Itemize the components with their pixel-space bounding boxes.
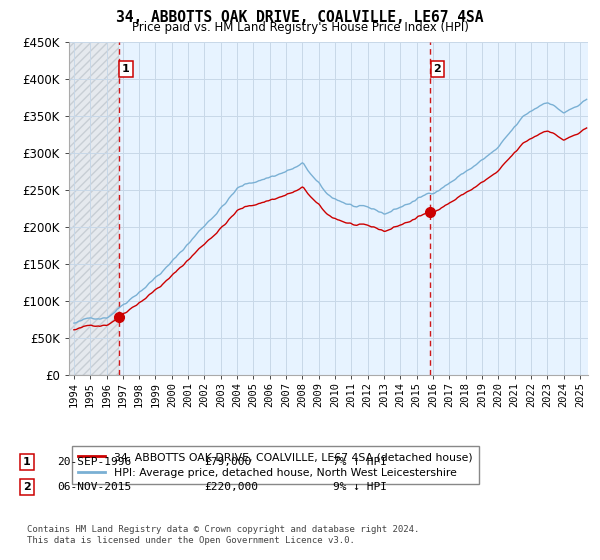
Text: 1: 1 bbox=[122, 64, 130, 74]
Text: £220,000: £220,000 bbox=[204, 482, 258, 492]
Text: 06-NOV-2015: 06-NOV-2015 bbox=[57, 482, 131, 492]
Bar bbox=[119, 42, 430, 375]
Text: 1: 1 bbox=[23, 457, 31, 467]
Text: 2: 2 bbox=[23, 482, 31, 492]
Legend: 34, ABBOTTS OAK DRIVE, COALVILLE, LE67 4SA (detached house), HPI: Average price,: 34, ABBOTTS OAK DRIVE, COALVILLE, LE67 4… bbox=[72, 446, 479, 484]
Text: £79,000: £79,000 bbox=[204, 457, 251, 467]
Text: 9% ↓ HPI: 9% ↓ HPI bbox=[333, 482, 387, 492]
Text: 2: 2 bbox=[433, 64, 441, 74]
Text: Contains HM Land Registry data © Crown copyright and database right 2024.
This d: Contains HM Land Registry data © Crown c… bbox=[27, 525, 419, 545]
Text: 7% ↑ HPI: 7% ↑ HPI bbox=[333, 457, 387, 467]
Text: 20-SEP-1996: 20-SEP-1996 bbox=[57, 457, 131, 467]
Text: 34, ABBOTTS OAK DRIVE, COALVILLE, LE67 4SA: 34, ABBOTTS OAK DRIVE, COALVILLE, LE67 4… bbox=[116, 10, 484, 25]
Text: Price paid vs. HM Land Registry's House Price Index (HPI): Price paid vs. HM Land Registry's House … bbox=[131, 21, 469, 34]
Bar bbox=[430, 42, 588, 375]
Bar bbox=[69, 42, 119, 375]
